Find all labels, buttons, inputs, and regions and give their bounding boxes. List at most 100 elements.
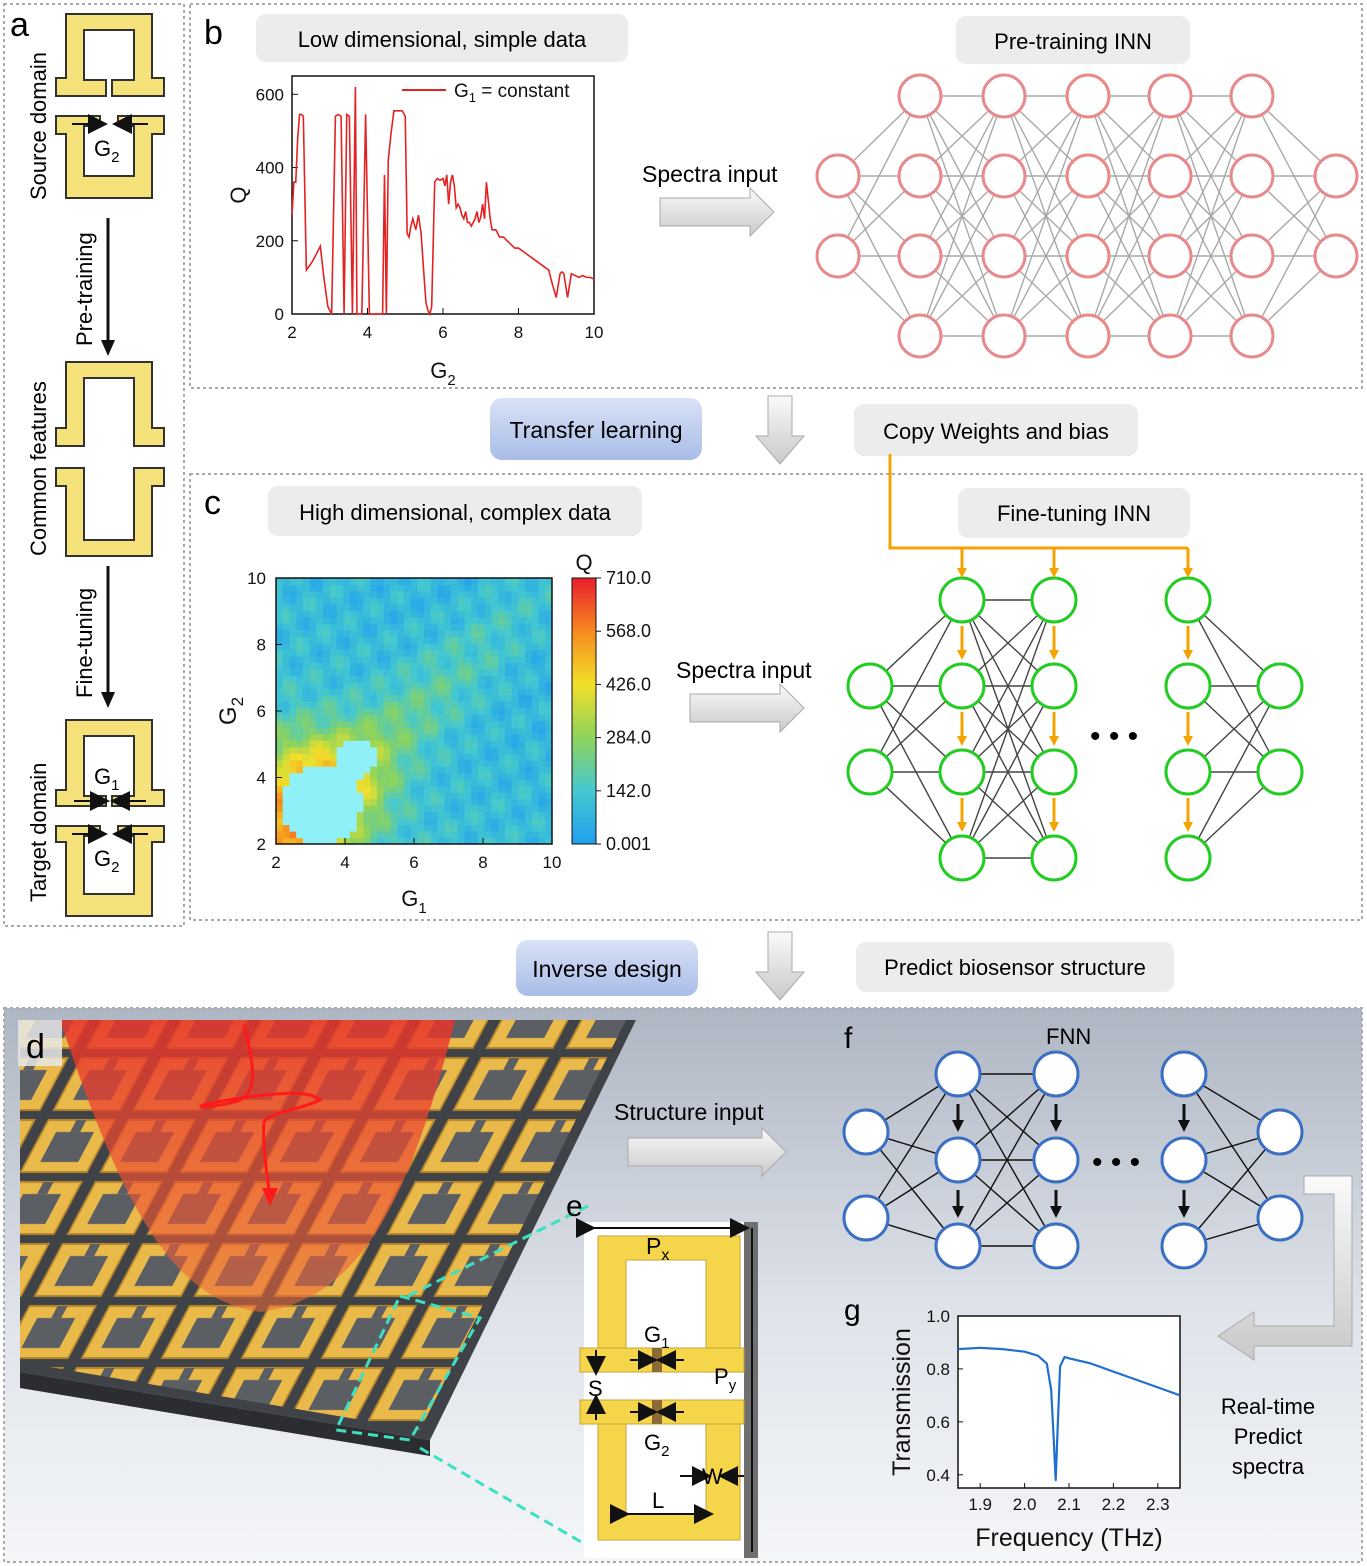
heatmap-cell (545, 610, 552, 618)
heatmap-cell (289, 578, 297, 586)
heatmap-cell (289, 727, 297, 735)
heatmap-cell (309, 818, 317, 826)
heatmap-cell (370, 831, 378, 839)
heatmap-cell (390, 753, 398, 761)
heatmap-cell (457, 818, 466, 826)
label-s: S (588, 1376, 603, 1401)
colorbar-tick-label: 568.0 (606, 621, 651, 641)
heatmap-cell (316, 785, 324, 793)
heatmap-cell (498, 636, 506, 644)
heatmap-cell (282, 616, 291, 625)
heatmap-cell (518, 805, 526, 813)
heatmap-cell (511, 668, 519, 676)
heatmap-cell (309, 714, 317, 722)
x-tick-label-c: 10 (543, 853, 562, 872)
heatmap-cell (531, 707, 540, 715)
heatmap-cell (477, 818, 486, 826)
heatmap-cell (363, 590, 371, 599)
heatmap-cell (491, 629, 499, 637)
heatmap-cell (390, 824, 398, 832)
edge (1187, 685, 1281, 859)
heatmap-cell (491, 759, 499, 767)
heatmap-cell (504, 733, 513, 741)
heatmap-cell (302, 720, 311, 728)
heatmap-cell (316, 623, 324, 631)
colorbar-tick-label: 426.0 (606, 674, 651, 694)
heatmap-cell (276, 824, 284, 832)
heatmap-cell (424, 805, 432, 813)
heatmap-cell (504, 785, 513, 793)
heatmap-cell (417, 779, 425, 787)
node (1065, 313, 1111, 359)
heatmap-cell (316, 590, 324, 599)
heatmap-cell (491, 623, 499, 631)
heatmap-cell (504, 831, 513, 839)
heatmap-cell (363, 681, 371, 689)
down-arrow-icon (754, 395, 806, 465)
heatmap-cell (410, 655, 418, 663)
heatmap-cell (518, 837, 526, 844)
heatmap-cell (430, 753, 439, 761)
heatmap-cell (430, 837, 439, 844)
heatmap-cell (518, 701, 526, 709)
heatmap-cell (531, 590, 540, 599)
heatmap-cell (336, 636, 344, 644)
heatmap-cell (316, 597, 324, 605)
heatmap-cell (370, 603, 378, 612)
heatmap-cell (545, 766, 552, 774)
heatmap-cell (504, 772, 513, 780)
heatmap-cell (424, 720, 432, 728)
heatmap-cell (484, 584, 493, 592)
heatmap-cell (525, 597, 533, 605)
heatmap-cell (403, 753, 412, 761)
heatmap-cell (477, 578, 486, 586)
heatmap-cell (302, 668, 311, 676)
heatmap-cell (302, 681, 311, 689)
heatmap-cell (376, 824, 385, 832)
heatmap-cell (296, 785, 304, 793)
heatmap-cell (444, 610, 452, 618)
heatmap-cell (397, 649, 405, 657)
heatmap-cell (471, 668, 479, 676)
heatmap-cell (525, 798, 533, 806)
heatmap-cell (276, 584, 284, 592)
heatmap-cell (397, 688, 405, 696)
heatmap-cell (504, 610, 513, 618)
unit-cell-selection (333, 1294, 483, 1442)
heatmap-cell (437, 779, 445, 787)
heatmap-cell (457, 824, 466, 832)
heatmap-cell (457, 811, 466, 819)
heatmap-cell (504, 681, 513, 689)
heatmap-cell (504, 655, 513, 663)
heatmap-cell (363, 668, 371, 676)
heatmap-cell (545, 837, 552, 844)
heatmap-cell (444, 798, 452, 806)
heatmap-cell (484, 649, 493, 657)
heatmap-cell (350, 694, 358, 702)
heatmap-cell (309, 733, 317, 741)
heatmap-cell (498, 681, 506, 689)
heatmap-cell (282, 727, 291, 735)
heatmap-cell (383, 746, 392, 754)
heatmap-cell (329, 649, 338, 657)
heatmap-cell (376, 766, 385, 774)
heatmap-cell (538, 714, 546, 722)
heatmap-cell (397, 818, 405, 826)
heatmap-cell (484, 629, 493, 637)
heatmap-cell (437, 610, 445, 618)
edge (1183, 1131, 1281, 1247)
heatmap-cell (531, 603, 540, 612)
heatmap-cell (403, 772, 412, 780)
heatmap-cell (437, 740, 445, 748)
edge (1087, 95, 1171, 257)
heatmap-cell (464, 811, 472, 819)
heatmap-cell (511, 636, 519, 644)
heatmap-cell (518, 727, 526, 735)
heatmap-cell (343, 727, 351, 735)
heatmap-cell (484, 668, 493, 676)
heatmap-cell (363, 746, 371, 754)
panel-a-frame (3, 3, 185, 927)
arrow-down-head-icon (101, 340, 115, 356)
heatmap-cell (282, 779, 291, 787)
heatmap-cell (282, 811, 291, 819)
